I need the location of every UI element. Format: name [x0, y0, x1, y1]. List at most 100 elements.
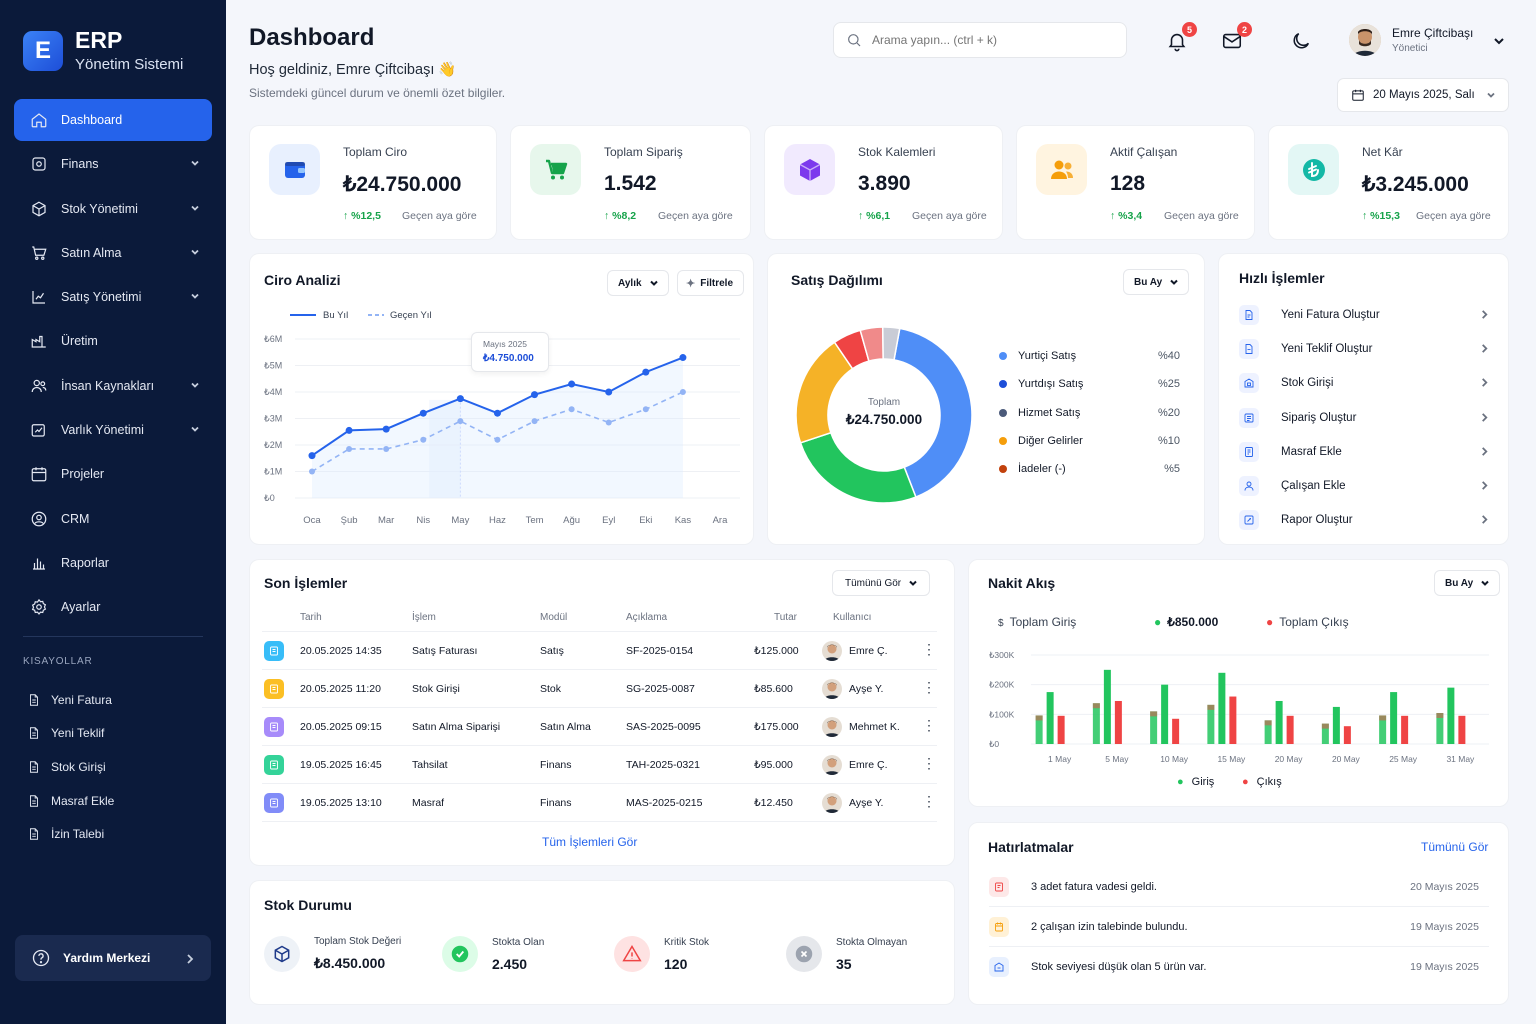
revenue-chart-card: Ciro Analizi Aylık ✦ Filtrele ₺0 ₺1M ₺2M ₺3M…	[249, 253, 754, 545]
y-tick-label: ₺5M	[264, 361, 282, 371]
filter-button[interactable]: ✦ Filtrele	[677, 270, 745, 296]
quick-action-yeni-fatura-olustur[interactable]: Yeni Fatura Oluştur	[1239, 298, 1489, 332]
table-row[interactable]: 20.05.2025 11:20 Stok Girişi Stok SG-2025-0…	[262, 669, 937, 707]
table-row[interactable]: 20.05.2025 14:35 Satış Faturası Satış SF-20…	[262, 631, 937, 669]
kpi-compare: Geçen aya göre	[1416, 210, 1491, 222]
sidebar-item-ayarlar[interactable]: Ayarlar	[14, 586, 212, 628]
welcome-subtitle: Sistemdeki güncel durum ve önemli özet b…	[249, 86, 506, 100]
user-menu[interactable]: Emre Çiftcibaşı Yönetici	[1349, 24, 1473, 56]
kpi-card-aktif-calisan[interactable]: Aktif Çalışan 128 ↑ %3,4 Geçen aya göre	[1016, 125, 1255, 240]
sidebar-item-projeler[interactable]: Projeler	[14, 453, 212, 495]
column-header-islem[interactable]: İşlem	[412, 612, 436, 623]
sidebar-item-stok-yonetimi[interactable]: Stok Yönetimi	[14, 188, 212, 230]
kpi-compare: Geçen aya göre	[912, 210, 987, 222]
kpi-card-toplam-ciro[interactable]: Toplam Ciro ₺24.750.000 ↑ %12,5 Geçen aya g…	[249, 125, 497, 240]
kpi-card-toplam-siparis[interactable]: Toplam Sipariş 1.542 ↑ %8,2 Geçen aya göre	[510, 125, 751, 240]
column-header-modul[interactable]: Modül	[540, 612, 568, 623]
column-header-kullanici[interactable]: Kullanıcı	[833, 612, 872, 623]
date-picker[interactable]: 20 Mayıs 2025, Salı	[1337, 78, 1509, 112]
sidebar-item-insan-kaynaklari[interactable]: İnsan Kaynakları	[14, 365, 212, 407]
shortcut-stok-girisi[interactable]: Stok Girişi	[27, 750, 114, 784]
data-point	[531, 418, 538, 425]
kpi-card-net-kar[interactable]: Net Kâr ₺3.245.000 ↑ %15,3 Geçen aya göre	[1268, 125, 1509, 240]
bar-cikis-small	[1436, 712, 1444, 718]
shortcut-izin-talebi[interactable]: İzin Talebi	[27, 817, 114, 851]
x-tick-label: Nis	[416, 515, 430, 526]
app-logo[interactable]: E ERP Yönetim Sistemi	[23, 28, 183, 73]
view-all-select[interactable]: Tümünü Gör	[832, 570, 931, 596]
shortcut-masraf-ekle[interactable]: Masraf Ekle	[27, 784, 114, 818]
cashflow-period-select[interactable]: Bu Ay	[1434, 570, 1501, 596]
sidebar-item-raporlar[interactable]: Raporlar	[14, 542, 212, 584]
cell-type: Satış Faturası	[412, 645, 478, 657]
reminder-icon	[989, 877, 1009, 897]
reminder-item[interactable]: 3 adet fatura vadesi geldi. 20 Mayıs 2025	[989, 867, 1489, 907]
x-tick-label: Eyl	[602, 515, 615, 526]
kpi-label: Toplam Sipariş	[604, 145, 683, 159]
quick-action-masraf-ekle[interactable]: Masraf Ekle	[1239, 435, 1489, 469]
chart-icon	[30, 288, 48, 306]
sidebar-item-uretim[interactable]: Üretim	[14, 320, 212, 362]
help-center-button[interactable]: Yardım Merkezi	[15, 935, 211, 981]
column-header-aciklama[interactable]: Açıklama	[626, 612, 668, 623]
data-point	[642, 368, 650, 376]
table-row[interactable]: 20.05.2025 09:15 Satın Alma Siparişi Satın…	[262, 707, 937, 745]
table-row[interactable]: 19.05.2025 16:45 Tahsilat Finans TAH-2025-0…	[262, 745, 937, 783]
table-row[interactable]: 19.05.2025 13:10 Masraf Finans MAS-2025-021…	[262, 783, 937, 821]
quick-action-siparis-olustur[interactable]: Sipariş Oluştur	[1239, 401, 1489, 435]
action-icon	[1239, 407, 1259, 428]
home-icon	[30, 111, 48, 129]
sidebar-item-varlik-yonetimi[interactable]: Varlık Yönetimi	[14, 409, 212, 451]
x-tick-label: Kas	[675, 515, 692, 526]
legend-dot	[999, 436, 1007, 445]
search-box[interactable]	[833, 22, 1127, 58]
box-icon	[264, 936, 300, 972]
cell-amount: ₺125.000	[754, 645, 799, 657]
sidebar-item-crm[interactable]: CRM	[14, 498, 212, 540]
sidebar-item-dashboard[interactable]: Dashboard	[14, 99, 212, 141]
cashflow-title: Nakit Akış	[988, 575, 1056, 591]
notifications-button[interactable]: 5	[1166, 22, 1197, 52]
sidebar-item-satis-yonetimi[interactable]: Satış Yönetimi	[14, 276, 212, 318]
theme-toggle-button[interactable]	[1290, 30, 1312, 52]
cell-user: Emre Ç.	[849, 645, 888, 657]
more-options-icon[interactable]: ⋮	[922, 641, 936, 657]
column-header-tutar[interactable]: Tutar	[774, 612, 797, 623]
chevron-down-icon[interactable]	[1493, 34, 1505, 52]
all-transactions-link[interactable]: Tüm İşlemleri Gör	[542, 835, 638, 849]
bar-cikis	[1114, 700, 1122, 744]
more-options-icon[interactable]: ⋮	[922, 755, 936, 771]
quick-action-calisan-ekle[interactable]: Çalışan Ekle	[1239, 469, 1489, 503]
search-input[interactable]	[872, 33, 1112, 47]
more-options-icon[interactable]: ⋮	[922, 679, 936, 695]
more-options-icon[interactable]: ⋮	[922, 717, 936, 733]
kpi-change: ↑ %3,4	[1110, 210, 1143, 222]
reminder-item[interactable]: Stok seviyesi düşük olan 5 ürün var. 19 M…	[989, 947, 1489, 987]
users-icon	[30, 377, 48, 395]
period-select[interactable]: Aylık	[607, 270, 669, 296]
app-subtitle: Yönetim Sistemi	[75, 56, 184, 73]
messages-button[interactable]: 2	[1221, 22, 1252, 52]
legend-pct: %25	[1157, 378, 1180, 391]
wallet-icon	[30, 155, 48, 173]
quick-action-label: Stok Girişi	[1281, 377, 1334, 390]
sidebar-item-label: Dashboard	[61, 113, 123, 127]
quick-action-yeni-teklif-olustur[interactable]: Yeni Teklif Oluştur	[1239, 332, 1489, 366]
quick-action-rapor-olustur[interactable]: Rapor Oluştur	[1239, 503, 1489, 537]
sidebar-item-finans[interactable]: Finans	[14, 143, 212, 185]
chevron-down-icon	[1486, 90, 1496, 103]
reminder-item[interactable]: 2 çalışan izin talebinde bulundu. 19 Mayı…	[989, 907, 1489, 947]
more-options-icon[interactable]: ⋮	[922, 793, 936, 809]
quick-action-stok-girisi[interactable]: Stok Girişi	[1239, 366, 1489, 400]
legend-item-yurtici-satis: Yurtiçi Satış %40	[999, 348, 1180, 364]
sidebar-item-satin-alma[interactable]: Satın Alma	[14, 232, 212, 274]
reminders-view-all-link[interactable]: Tümünü Gör	[1421, 840, 1489, 854]
shortcut-yeni-fatura[interactable]: Yeni Fatura	[27, 683, 114, 717]
kpi-card-stok-kalemleri[interactable]: Stok Kalemleri 3.890 ↑ %6,1 Geçen aya göre	[764, 125, 1003, 240]
column-header-tarih[interactable]: Tarih	[300, 612, 322, 623]
sales-period-select[interactable]: Bu Ay	[1123, 269, 1190, 295]
cell-type: Stok Girişi	[412, 683, 460, 695]
shortcut-yeni-teklif[interactable]: Yeni Teklif	[27, 717, 114, 751]
sales-dist-title: Satış Dağılımı	[791, 272, 883, 288]
data-point	[494, 436, 501, 443]
